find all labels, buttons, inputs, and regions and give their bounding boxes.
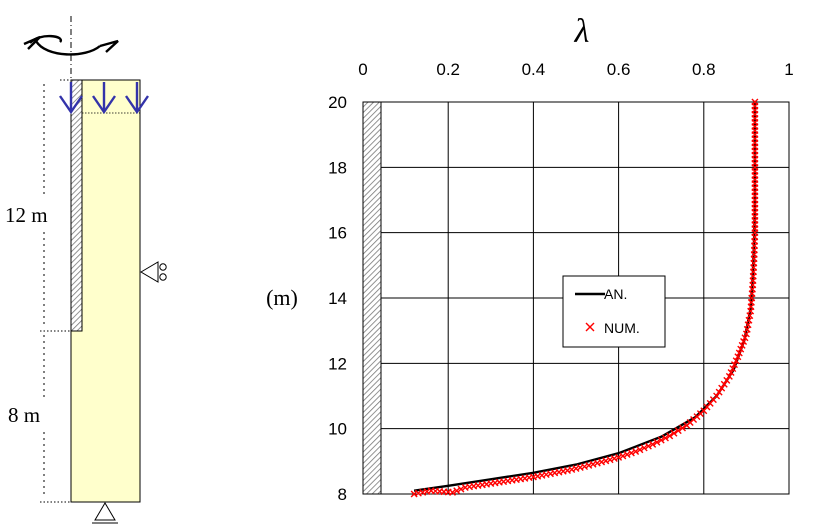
x-tick-labels: 0 0.2 0.4 0.6 0.8 1 <box>358 60 793 79</box>
y-tick-label: 18 <box>328 158 347 177</box>
series-num-point <box>593 459 601 467</box>
downward-load-arrow-icon <box>59 82 149 115</box>
series-num-point <box>453 487 461 495</box>
legend-marker-swatch <box>585 322 595 332</box>
rotation-arrow-icon <box>23 34 119 56</box>
legend: AN. NUM. <box>562 275 666 348</box>
x-tick-label: 0 <box>358 60 367 79</box>
series-num-point <box>606 456 614 464</box>
series-num-point <box>585 461 593 469</box>
series-num-point <box>674 427 682 435</box>
upper-length-label: 12 m <box>5 203 48 227</box>
series-num-point <box>636 446 644 454</box>
series-num-point <box>666 432 674 440</box>
chart-title: λ <box>574 13 590 50</box>
series-num-point <box>619 452 627 460</box>
legend-box <box>562 275 666 348</box>
series-num-point <box>670 429 678 437</box>
legend-entry-an: AN. <box>604 286 627 302</box>
lower-length-label: 8 m <box>8 403 40 427</box>
series-num-point <box>632 448 640 456</box>
x-tick-label: 0.8 <box>692 60 716 79</box>
series-layer <box>410 98 759 498</box>
chart: 0 0.2 0.4 0.6 0.8 1 8 10 12 14 16 18 20 λ (m) AN. N… <box>266 13 794 504</box>
x-tick-label: 0.2 <box>436 60 460 79</box>
series-num-point <box>610 455 618 463</box>
series-num-point <box>741 334 749 342</box>
series-num-point <box>623 450 631 458</box>
series-num-point <box>649 440 657 448</box>
series-num-point <box>715 388 723 396</box>
y-tick-labels: 8 10 12 14 16 18 20 <box>328 93 347 504</box>
series-num-point <box>729 365 737 373</box>
x-tick-label: 1 <box>784 60 793 79</box>
series-num-point <box>734 353 742 361</box>
series-num-point <box>640 444 648 452</box>
series-num-point <box>732 357 740 365</box>
series-num-point <box>581 463 589 471</box>
x-tick-label: 0.6 <box>607 60 631 79</box>
dimension-lines <box>40 79 140 503</box>
series-num-point <box>679 424 686 432</box>
series-num-point <box>653 438 661 446</box>
plot-frame <box>362 101 790 495</box>
series-num-point <box>751 98 759 106</box>
series-num-point <box>602 457 610 465</box>
series-num-point <box>737 345 745 353</box>
series-num-point <box>723 376 731 384</box>
series-num-point <box>661 434 669 442</box>
series-num-point <box>657 436 665 444</box>
series-num-point <box>644 442 652 450</box>
legend-entry-num: NUM. <box>604 320 640 336</box>
series-num-point <box>615 453 623 461</box>
roller-support-icon <box>140 261 167 283</box>
series-num-point <box>457 485 465 493</box>
y-tick-label: 20 <box>328 93 347 112</box>
y-tick-label: 8 <box>338 485 347 504</box>
series-num-point <box>448 488 456 496</box>
series-num-point <box>735 349 743 357</box>
series-num-point <box>730 361 738 369</box>
bottom-support-icon <box>92 502 118 524</box>
series-num-point <box>718 384 726 392</box>
series-num-point <box>598 458 606 466</box>
x-tick-label: 0.4 <box>522 60 546 79</box>
series-num-point <box>627 449 635 457</box>
series-num-point <box>725 372 733 380</box>
pile-schematic: 12 m 8 m <box>5 16 167 524</box>
y-tick-label: 10 <box>328 420 347 439</box>
series-num <box>410 98 759 498</box>
wall-hatched <box>70 79 83 332</box>
series-num-point <box>727 368 735 376</box>
series-num-point <box>738 341 746 349</box>
y-tick-label: 16 <box>328 224 347 243</box>
y-tick-label: 14 <box>328 289 347 308</box>
chart-wall-hatched <box>362 101 382 495</box>
y-tick-label: 12 <box>328 354 347 373</box>
y-axis-label: (m) <box>266 285 298 310</box>
series-num-point <box>740 338 748 346</box>
series-num-point <box>589 460 597 468</box>
series-num-point <box>713 392 721 400</box>
series-num-point <box>720 380 728 388</box>
